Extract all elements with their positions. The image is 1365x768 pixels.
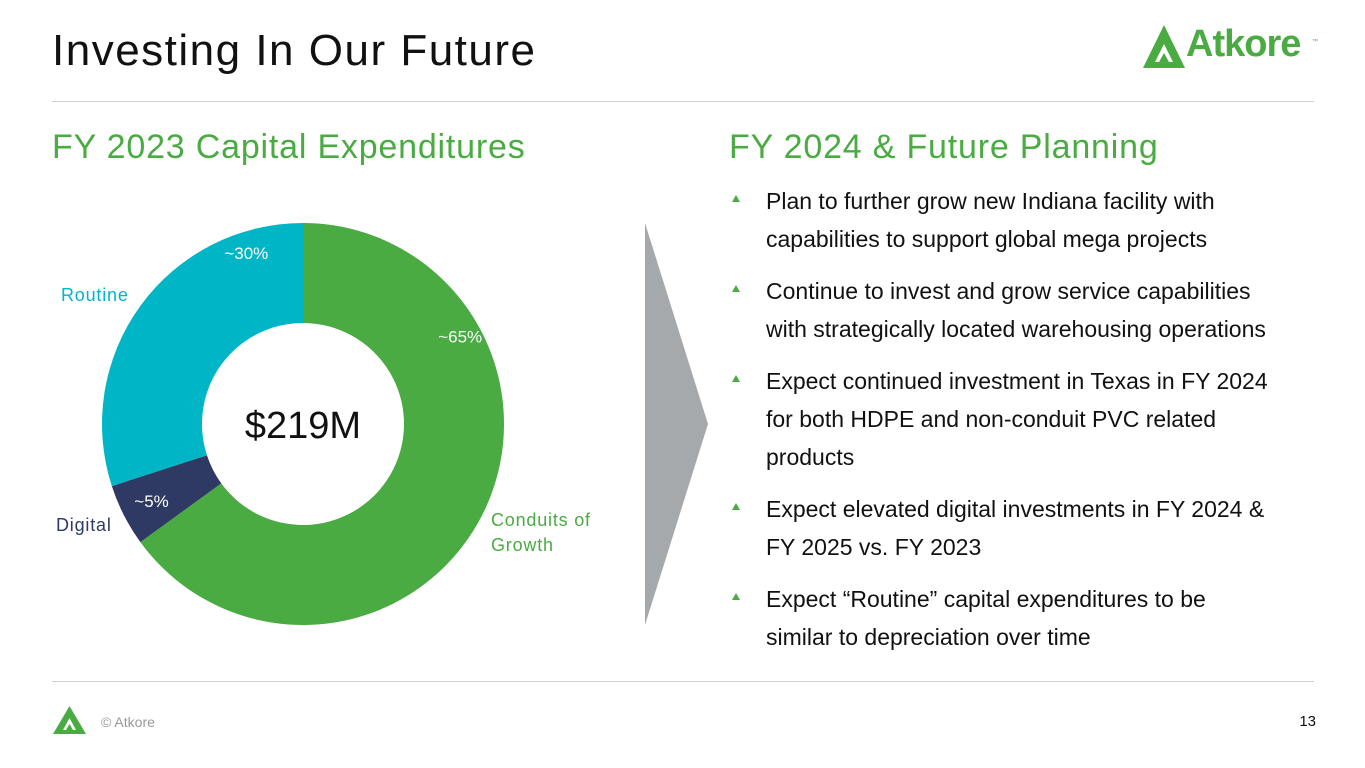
bullet-text-line: Plan to further grow new Indiana facilit… bbox=[766, 188, 1215, 214]
atkore-logo: Atkore ™ bbox=[1142, 23, 1318, 70]
planning-heading: FY 2024 & Future Planning bbox=[729, 128, 1159, 166]
bullet-text-line: FY 2025 vs. FY 2023 bbox=[766, 534, 982, 560]
footer-divider bbox=[52, 681, 1314, 682]
slice-category-label: Routine bbox=[61, 285, 129, 305]
atkore-logo-mark-icon bbox=[1143, 25, 1185, 68]
bullet-triangle-icon bbox=[732, 593, 740, 600]
footer-logo-icon bbox=[53, 706, 86, 734]
donut-slice-routine bbox=[101, 223, 304, 487]
page-title: Investing In Our Future bbox=[52, 26, 537, 75]
bullet-text-line: for both HDPE and non-conduit PVC relate… bbox=[766, 406, 1217, 432]
bullet-text-line: Expect continued investment in Texas in … bbox=[766, 368, 1268, 394]
header-divider bbox=[52, 101, 1314, 102]
planning-bullet: Continue to invest and grow service capa… bbox=[729, 272, 1329, 348]
copyright-text: © Atkore bbox=[101, 714, 155, 730]
planning-bullet-list: Plan to further grow new Indiana facilit… bbox=[729, 182, 1329, 670]
capex-heading: FY 2023 Capital Expenditures bbox=[52, 128, 526, 166]
donut-slice-digital bbox=[111, 455, 222, 543]
slice-category-label: Conduits of bbox=[491, 510, 591, 530]
bullet-triangle-icon bbox=[732, 195, 740, 202]
slice-value-label: ~5% bbox=[134, 492, 169, 511]
logo-trademark: ™ bbox=[1312, 39, 1318, 45]
bullet-text-line: capabilities to support global mega proj… bbox=[766, 226, 1208, 252]
page-number: 13 bbox=[1299, 713, 1316, 730]
bullet-text-line: similar to depreciation over time bbox=[766, 624, 1091, 650]
bullet-triangle-icon bbox=[732, 285, 740, 292]
bullet-triangle-icon bbox=[732, 375, 740, 382]
bullet-triangle-icon bbox=[732, 503, 740, 510]
logo-wordmark: Atkore bbox=[1186, 23, 1301, 65]
planning-bullet: Expect elevated digital investments in F… bbox=[729, 490, 1329, 566]
center-total-label: $219M bbox=[245, 405, 361, 447]
planning-bullet: Expect continued investment in Texas in … bbox=[729, 362, 1329, 476]
bullet-text-line: Expect “Routine” capital expenditures to… bbox=[766, 586, 1206, 612]
bullet-text-line: products bbox=[766, 444, 855, 470]
bullet-text-line: Continue to invest and grow service capa… bbox=[766, 278, 1251, 304]
donut-slice-conduits-of-growth bbox=[140, 223, 505, 626]
bullet-text-line: Expect elevated digital investments in F… bbox=[766, 496, 1265, 522]
slice-category-label: Growth bbox=[491, 535, 554, 555]
slice-value-label: ~65% bbox=[438, 327, 482, 346]
bullet-text-line: with strategically located warehousing o… bbox=[766, 316, 1266, 342]
planning-bullet: Expect “Routine” capital expenditures to… bbox=[729, 580, 1329, 656]
transition-arrow-shape bbox=[645, 223, 708, 625]
slice-value-label: ~30% bbox=[224, 244, 268, 263]
slice-category-label: Digital bbox=[56, 515, 112, 535]
planning-bullet: Plan to further grow new Indiana facilit… bbox=[729, 182, 1329, 258]
